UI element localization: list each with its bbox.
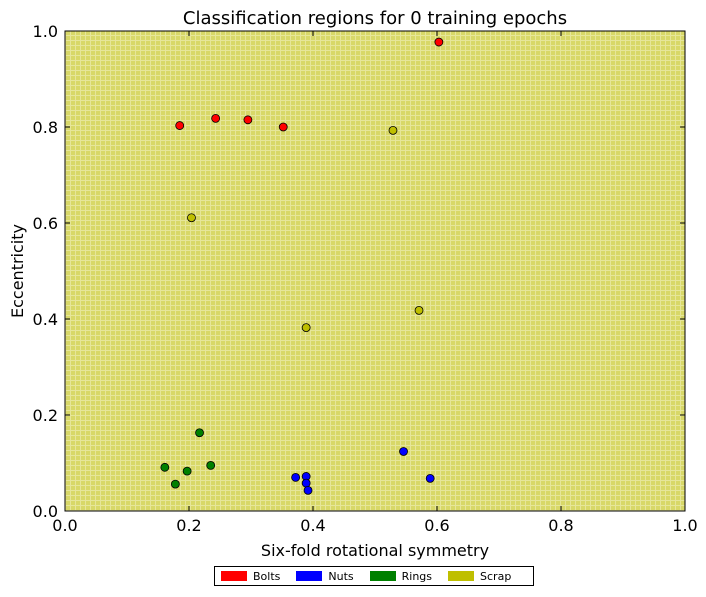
point-scrap — [388, 125, 398, 135]
classification-region — [65, 31, 685, 511]
y-tick-label: 0.2 — [33, 406, 58, 425]
y-tick-label: 0.6 — [33, 214, 58, 233]
y-tick-label: 1.0 — [33, 22, 58, 41]
legend-item-bolts: Bolts — [221, 570, 280, 583]
point-nuts — [291, 472, 301, 482]
point-nuts — [399, 447, 408, 456]
legend: Bolts Nuts Rings Scrap — [214, 566, 534, 586]
point-nuts — [301, 478, 311, 488]
x-tick-label: 0.2 — [176, 516, 201, 535]
point-nuts — [425, 473, 435, 483]
point-scrap — [301, 323, 311, 333]
legend-swatch — [369, 571, 396, 581]
x-tick-label: 0.4 — [300, 516, 325, 535]
plot-frame — [64, 30, 686, 512]
x-tick-label: 0.8 — [548, 516, 573, 535]
point-bolts — [243, 115, 253, 125]
legend-swatch — [221, 571, 247, 581]
point-rings — [206, 460, 216, 470]
x-tick-label: 1.0 — [672, 516, 697, 535]
point-scrap — [414, 305, 424, 315]
point-rings — [182, 466, 192, 476]
legend-label: Rings — [401, 569, 433, 583]
y-axis-label: Eccentricity — [8, 224, 27, 318]
point-nuts — [303, 485, 313, 495]
point-bolts — [211, 113, 221, 123]
data-points — [160, 37, 444, 495]
y-tick-label: 0.4 — [33, 310, 58, 329]
point-bolts — [434, 37, 444, 47]
y-tick-label: 0.8 — [33, 118, 58, 137]
point-rings — [195, 428, 204, 438]
x-tick-label: 0.0 — [52, 516, 77, 535]
legend-swatch — [296, 571, 323, 581]
legend-item-rings: Rings — [369, 569, 433, 583]
legend-item-scrap: Scrap — [448, 570, 511, 583]
point-scrap — [187, 213, 196, 223]
point-rings — [170, 479, 180, 489]
legend-label: Scrap — [480, 569, 512, 583]
legend-item-nuts: Nuts — [296, 569, 354, 583]
legend-swatch — [448, 571, 475, 581]
chart-title: Classification regions for 0 training ep… — [183, 8, 567, 29]
point-bolts — [278, 122, 288, 132]
legend-label: Nuts — [328, 569, 354, 583]
point-bolts — [175, 121, 185, 130]
x-tick-label: 0.6 — [424, 516, 449, 535]
x-axis-label: Six-fold rotational symmetry — [261, 541, 489, 560]
y-tick-label: 0.0 — [33, 502, 58, 521]
point-rings — [160, 462, 170, 472]
legend-label: Bolts — [253, 569, 281, 583]
